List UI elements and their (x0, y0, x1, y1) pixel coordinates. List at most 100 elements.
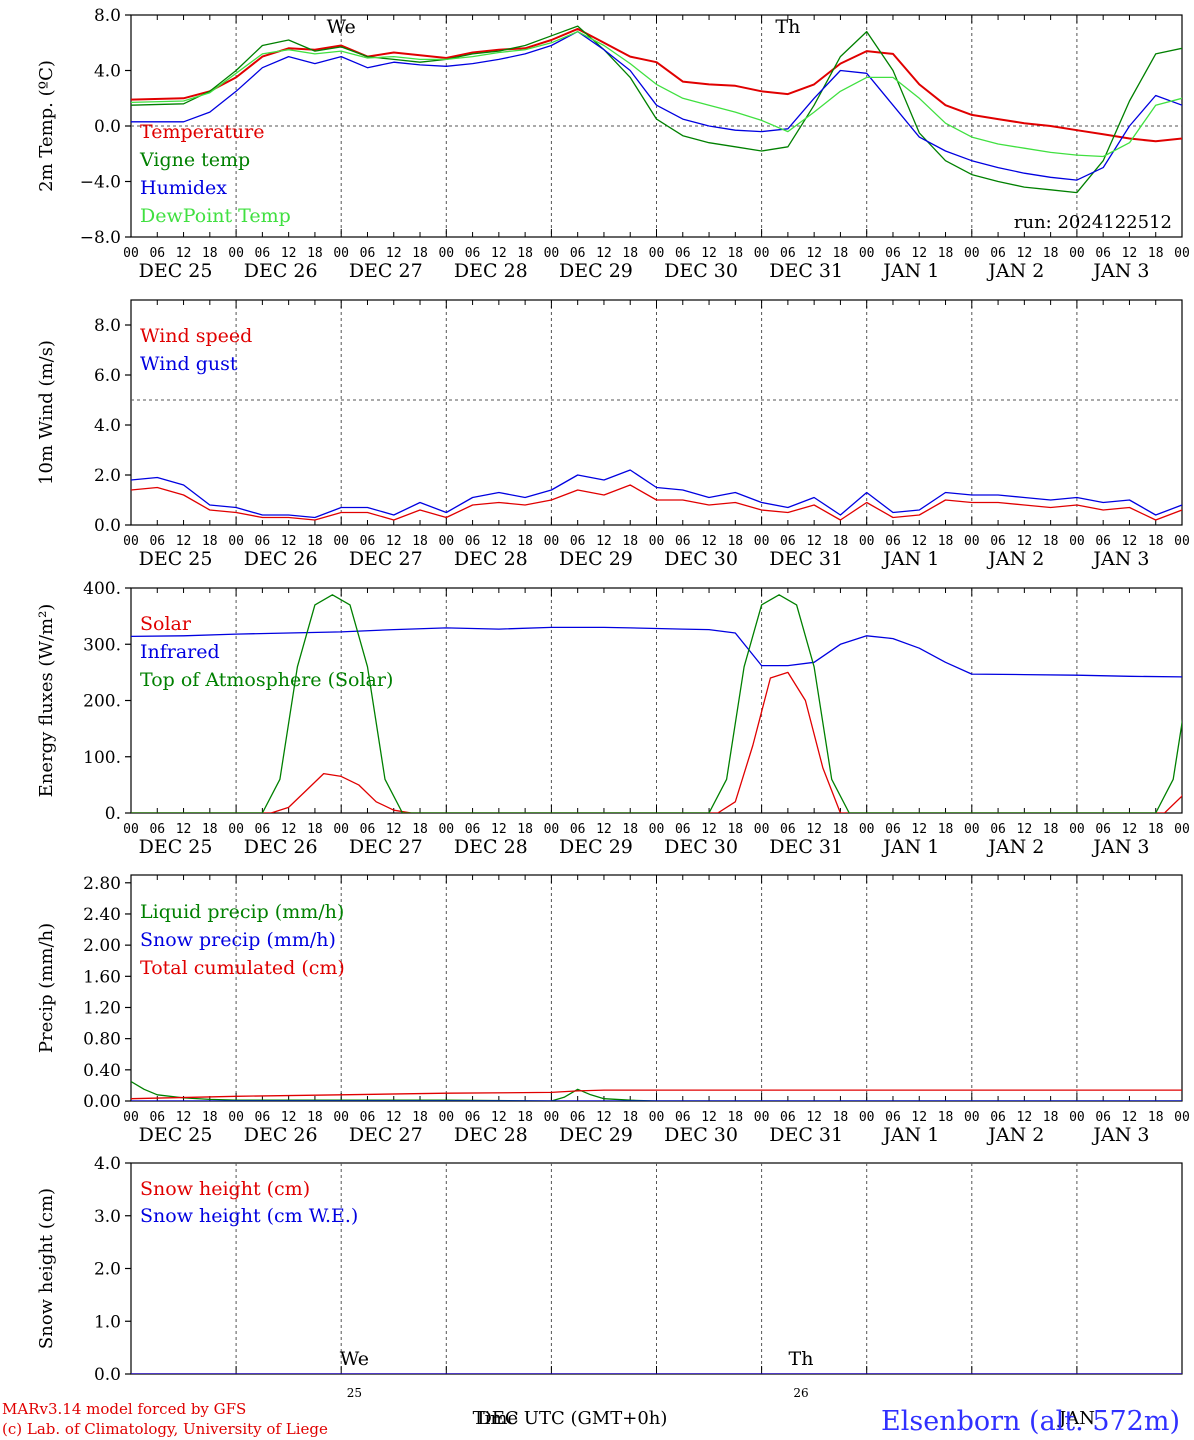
hour-label: 12 (1017, 534, 1033, 549)
hour-label: 06 (570, 1110, 586, 1125)
x-axis-month-jan: JAN (1057, 1408, 1095, 1429)
date-label: JAN 1 (881, 548, 939, 570)
hour-label: 12 (911, 822, 927, 837)
hour-label: 12 (281, 1110, 297, 1125)
hour-label: 06 (570, 246, 586, 261)
hour-label: 12 (281, 822, 297, 837)
legend-entry: Snow precip (mm/h) (140, 929, 336, 951)
hour-label: 06 (780, 534, 796, 549)
hour-label: 00 (964, 534, 980, 549)
hour-label: 18 (1043, 534, 1059, 549)
hour-label: 00 (544, 822, 560, 837)
plot-frame (130, 587, 1183, 814)
plot-frame (130, 299, 1183, 526)
hour-label: 06 (990, 534, 1006, 549)
hour-label: 06 (1095, 1110, 1111, 1125)
y-tick-label: 2.0 (94, 466, 121, 486)
hour-label: 18 (622, 246, 638, 261)
y-tick-label: 4.0 (94, 1154, 121, 1174)
hour-label: 18 (307, 1110, 323, 1125)
series-line-1 (131, 27, 1182, 143)
hour-label: 12 (1122, 246, 1138, 261)
series-line-3 (131, 594, 1182, 813)
y-tick-label: 3.0 (94, 1207, 121, 1227)
hour-label: 12 (176, 822, 192, 837)
hour-label: 18 (727, 534, 743, 549)
hour-label: 12 (491, 822, 507, 837)
y-tick-label: −8.0 (80, 228, 121, 248)
series-line-3 (131, 30, 1182, 181)
hour-label: 00 (1069, 1110, 1085, 1125)
hour-label: 18 (1043, 1110, 1059, 1125)
hour-label: 00 (438, 1110, 454, 1125)
hour-label: 12 (1017, 822, 1033, 837)
date-label: DEC 27 (349, 260, 423, 282)
hour-label: 18 (1043, 246, 1059, 261)
date-label: DEC 25 (139, 260, 213, 282)
hour-label: 12 (491, 1110, 507, 1125)
weekday-label: Th (775, 16, 800, 38)
series-line-1 (131, 484, 1182, 521)
date-label: JAN 3 (1091, 836, 1149, 858)
hour-label: 18 (622, 534, 638, 549)
hour-label: 00 (123, 1110, 139, 1125)
y-tick-label: 400. (83, 579, 121, 599)
hour-label: 06 (360, 534, 376, 549)
panel-3: 400. 300. 200. 100. 0. Energy fluxes (W/m²) 00… (36, 579, 1190, 858)
hour-label: 00 (228, 1110, 244, 1125)
hour-label: 12 (1017, 1110, 1033, 1125)
y-tick-label: 1.60 (83, 967, 121, 987)
legend-entry: Snow height (cm) (140, 1178, 310, 1200)
hour-label: 00 (333, 534, 349, 549)
hour-label: 18 (1043, 822, 1059, 837)
hour-label: 00 (649, 1110, 665, 1125)
hour-label: 18 (412, 246, 428, 261)
legend-entry: Liquid precip (mm/h) (140, 901, 344, 923)
series-line-1 (131, 1080, 1182, 1101)
hour-label: 06 (255, 534, 271, 549)
hour-label: 18 (517, 822, 533, 837)
legend-entry: Temperature (140, 121, 264, 143)
hour-label: 06 (990, 1110, 1006, 1125)
legend-entry: Top of Atmosphere (Solar) (140, 669, 393, 691)
hour-label: 12 (806, 1110, 822, 1125)
legend-entry: Vigne temp (139, 149, 250, 171)
hour-label: 06 (780, 246, 796, 261)
date-label: DEC 30 (664, 548, 738, 570)
legend-entry: Solar (140, 613, 192, 635)
date-label: JAN 1 (881, 260, 939, 282)
hour-label: 06 (149, 1110, 165, 1125)
hour-label: 06 (885, 1110, 901, 1125)
station-label: Elsenborn (alt. 572m) (881, 1406, 1180, 1437)
hour-label: 06 (675, 822, 691, 837)
hour-label: 00 (438, 534, 454, 549)
hour-label: 12 (1017, 246, 1033, 261)
series-line-2 (131, 469, 1182, 519)
hour-label: 06 (675, 246, 691, 261)
hour-label: 00 (1069, 246, 1085, 261)
hour-label: 06 (990, 822, 1006, 837)
date-label: JAN 2 (986, 260, 1044, 282)
hour-label: 06 (675, 1110, 691, 1125)
hour-label: 00 (964, 246, 980, 261)
hour-label: 00 (859, 822, 875, 837)
date-label: DEC 27 (349, 1124, 423, 1146)
hour-label: 18 (1148, 246, 1164, 261)
hour-label: 12 (281, 534, 297, 549)
hour-label: 00 (1174, 246, 1190, 261)
hour-label: 06 (465, 246, 481, 261)
hour-label: 00 (1069, 534, 1085, 549)
hour-label: 12 (806, 822, 822, 837)
y-tick-label: 2.00 (83, 936, 121, 956)
y-tick-label: 2.80 (83, 874, 121, 894)
hour-label: 18 (307, 534, 323, 549)
hour-label: 06 (885, 246, 901, 261)
hour-label: 00 (333, 1110, 349, 1125)
hour-label: 12 (596, 246, 612, 261)
hour-label: 12 (386, 534, 402, 549)
hour-label: 18 (622, 1110, 638, 1125)
weekday-label: Th (789, 1348, 814, 1370)
hour-label: 12 (806, 534, 822, 549)
